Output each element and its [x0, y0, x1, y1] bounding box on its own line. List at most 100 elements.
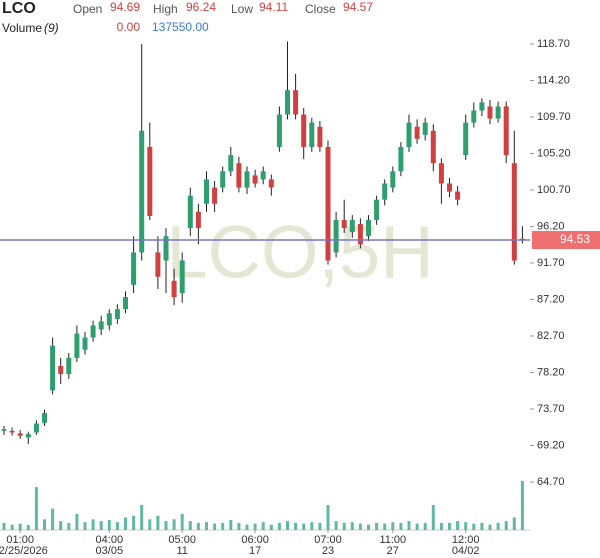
candle-body: [293, 90, 299, 115]
y-tick-label: 64.70: [537, 476, 565, 488]
candle-body: [90, 325, 96, 338]
volume-bar: [439, 522, 443, 530]
volume-bar: [399, 522, 403, 530]
volume-bar: [18, 523, 22, 530]
volume-bar: [34, 487, 38, 530]
volume-bar: [132, 515, 136, 530]
volume-bar: [196, 522, 200, 530]
volume-value: 0.00: [117, 20, 141, 34]
volume-bar: [229, 520, 233, 530]
candle-body: [317, 126, 323, 147]
volume-bar: [115, 522, 119, 530]
candle-body: [471, 110, 477, 123]
volume-bar: [99, 521, 103, 530]
volume-bar: [375, 522, 379, 530]
candle-body: [50, 345, 56, 391]
volume-bar: [464, 522, 468, 530]
y-tick-label: 87.20: [537, 293, 565, 305]
candle-body: [309, 122, 315, 147]
candle-body: [25, 434, 31, 438]
volume-bar: [124, 517, 127, 530]
candle-body: [252, 175, 258, 184]
volume-bar: [140, 505, 144, 530]
candle-body: [349, 219, 355, 233]
volume-bar: [334, 521, 338, 530]
candle-body: [155, 252, 161, 277]
x-date-label: 11: [176, 545, 187, 557]
x-tick-label: 12:00: [452, 534, 480, 546]
candle-body: [422, 122, 428, 135]
candle-body: [58, 365, 64, 375]
volume-bar: [269, 524, 273, 530]
candle-body: [114, 309, 120, 319]
volume-bar: [188, 521, 192, 530]
volume-bar: [221, 522, 225, 530]
volume-bar: [277, 522, 281, 530]
volume-value: 137550.00: [152, 20, 209, 34]
volume-bar: [504, 521, 508, 530]
volume-bar: [302, 523, 306, 530]
watermark: LCO,5H: [166, 211, 433, 294]
candle-body: [1, 429, 7, 431]
candle-body: [382, 183, 388, 200]
candle-body: [244, 171, 250, 188]
y-tick-label: 78.20: [537, 366, 565, 378]
x-date-label: 04/02: [452, 545, 480, 557]
volume-bar: [318, 522, 322, 530]
y-tick-label: 73.70: [537, 403, 565, 415]
y-tick-label: 82.70: [537, 330, 565, 342]
y-tick-label: 91.70: [537, 257, 565, 269]
y-tick-label: 114.20: [537, 74, 570, 86]
volume-bar: [391, 522, 395, 530]
candle-body: [98, 321, 104, 330]
x-tick-label: 05:00: [168, 534, 196, 546]
y-tick-label: 118.70: [537, 38, 570, 50]
volume-bar: [213, 523, 217, 530]
volume-bar: [253, 523, 257, 530]
candle-body: [276, 114, 282, 147]
candle-body: [66, 357, 72, 375]
volume-bar: [456, 521, 460, 530]
volume-bar: [164, 521, 168, 530]
candle-body: [82, 337, 88, 350]
volume-bar: [261, 522, 265, 530]
volume-bar: [448, 522, 451, 530]
x-tick-label: 07:00: [314, 534, 342, 546]
volume-bar: [342, 522, 346, 530]
candle-body: [455, 191, 461, 200]
x-tick-label: 04:00: [96, 534, 124, 546]
symbol: LCO: [2, 0, 36, 17]
candle-body: [260, 171, 266, 180]
ohlc-value: 94.57: [343, 0, 373, 14]
ohlc-value: 94.69: [110, 0, 140, 14]
candle-body: [123, 297, 128, 310]
candle-body: [511, 163, 517, 261]
candle-body: [33, 423, 39, 433]
candle-body: [139, 130, 145, 253]
candle-body: [106, 313, 112, 326]
y-tick-label: 105.20: [537, 147, 571, 159]
volume-bar: [496, 522, 500, 530]
candle-body: [187, 195, 193, 229]
candle-body: [406, 122, 412, 147]
candle-body: [212, 187, 218, 204]
x-date-label: 27: [387, 545, 399, 557]
last-price-box: [532, 231, 600, 250]
volume-bar: [415, 523, 419, 530]
candle-body: [147, 146, 153, 216]
volume-label: Volume: [2, 21, 42, 35]
volume-bar: [310, 522, 314, 530]
x-tick-label: 11:00: [379, 534, 406, 546]
candle-body: [74, 333, 80, 358]
y-tick-label: 100.70: [537, 184, 571, 196]
candle-body: [447, 183, 452, 192]
candle-body: [179, 260, 185, 293]
volume-bar: [43, 519, 46, 530]
volume-bar: [488, 524, 492, 530]
candle-body: [341, 219, 347, 229]
volume-bar: [180, 513, 184, 530]
volume-bar: [423, 522, 427, 530]
y-tick-label: 69.20: [537, 439, 565, 451]
candle-body: [268, 179, 274, 188]
